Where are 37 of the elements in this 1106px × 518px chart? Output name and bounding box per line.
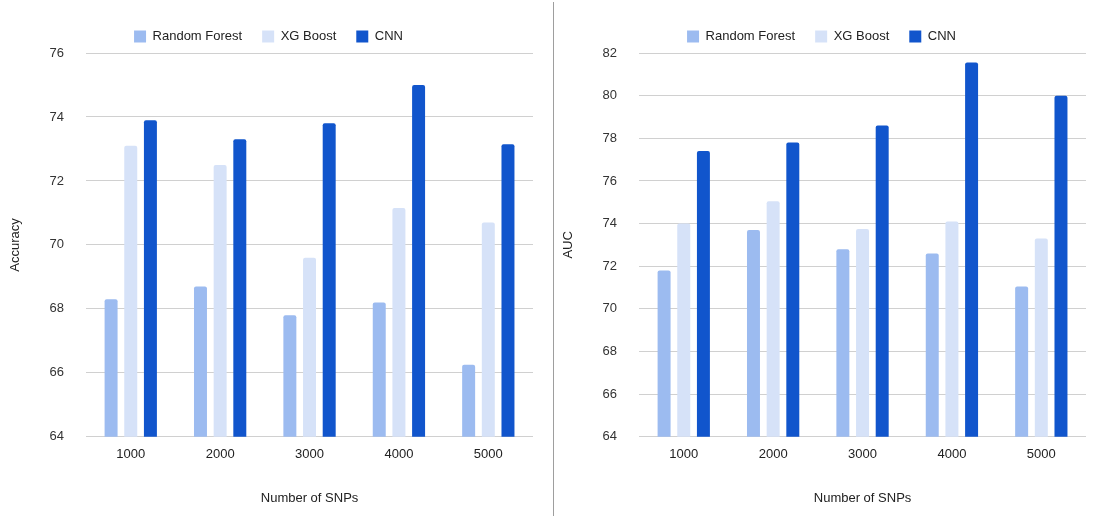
y-tick-label: 66 (49, 364, 65, 380)
y-tick-label: 64 (49, 428, 65, 444)
y-tick-label: 78 (602, 129, 618, 145)
y-tick-label: 74 (49, 108, 65, 124)
x-tick-label: 3000 (848, 446, 877, 462)
legend-label: XG Boost (280, 28, 337, 44)
y-tick-label: 76 (49, 44, 65, 60)
legend-label: Random Forest (152, 28, 243, 44)
x-tick-label: 5000 (1026, 446, 1056, 462)
x-tick-label: 2000 (205, 446, 235, 462)
y-tick-label: 82 (602, 44, 618, 60)
y-tick-label: 70 (49, 236, 65, 252)
y-axis-title: Accuracy (7, 217, 23, 272)
y-axis-title: AUC (560, 231, 576, 259)
y-tick-label: 72 (49, 172, 65, 188)
y-tick-label: 74 (602, 215, 618, 231)
x-tick-label: 4000 (384, 446, 414, 462)
x-tick-label: 1000 (116, 446, 146, 462)
legend-label: XG Boost (833, 28, 890, 44)
y-tick-label: 66 (602, 385, 618, 401)
x-tick-label: 1000 (669, 446, 699, 462)
y-tick-label: 64 (602, 428, 618, 444)
y-tick-label: 68 (602, 343, 618, 359)
y-tick-label: 72 (602, 257, 618, 273)
x-tick-label: 3000 (295, 446, 324, 462)
x-tick-label: 4000 (937, 446, 967, 462)
x-tick-label: 5000 (473, 446, 503, 462)
y-tick-label: 80 (602, 87, 618, 103)
x-axis-title: Number of SNPs (813, 489, 912, 505)
y-tick-label: 68 (49, 300, 65, 316)
y-tick-label: 76 (602, 172, 618, 188)
y-tick-label: 70 (602, 300, 618, 316)
x-tick-label: 2000 (758, 446, 788, 462)
legend-label: CNN (374, 28, 403, 44)
legend-label: CNN (927, 28, 956, 44)
legend-label: Random Forest (705, 28, 796, 44)
x-axis-title: Number of SNPs (260, 489, 359, 505)
